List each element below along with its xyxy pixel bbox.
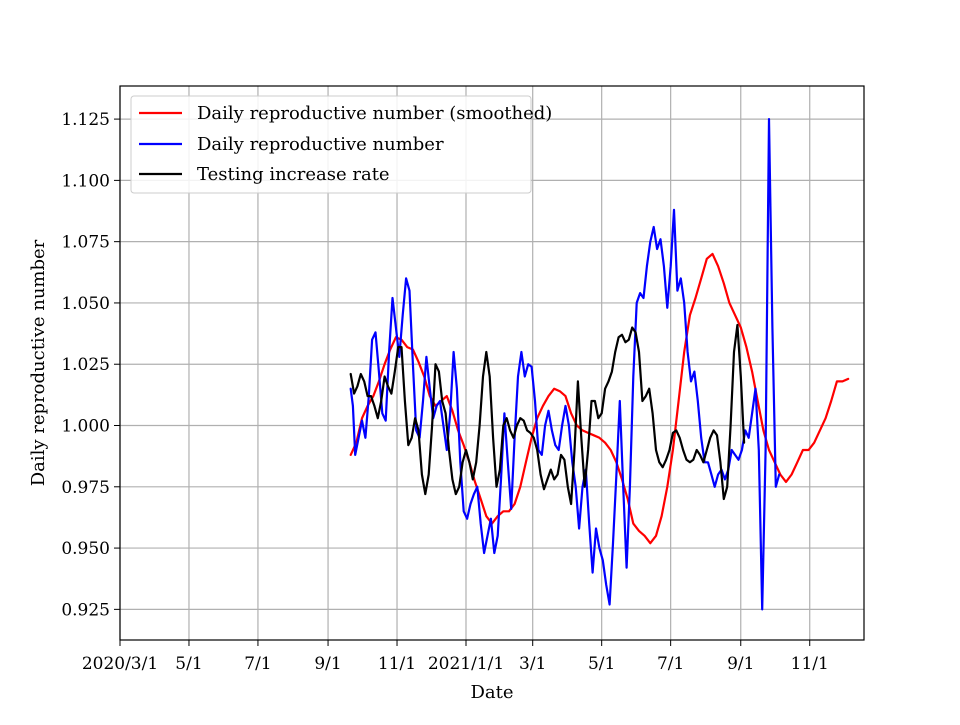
- x-tick-label: 7/1: [657, 654, 684, 674]
- y-tick-label: 1.075: [61, 233, 110, 253]
- plot-frame: [119, 85, 865, 641]
- x-tick-label: 2020/3/1: [82, 654, 158, 674]
- x-tick-label: 7/1: [244, 654, 271, 674]
- x-tick-label: 5/1: [175, 654, 202, 674]
- legend: Daily reproductive number (smoothed) Dai…: [130, 95, 552, 194]
- x-tick-label: 3/1: [519, 654, 546, 674]
- y-tick-label: 1.000: [61, 417, 110, 437]
- x-tick-label: 11/1: [791, 654, 829, 674]
- x-tick-label: 9/1: [727, 654, 754, 674]
- x-tick-label: 5/1: [588, 654, 615, 674]
- y-tick-label: 1.125: [61, 110, 110, 130]
- y-tick-label: 1.100: [61, 171, 110, 191]
- x-tick-label: 11/1: [378, 654, 416, 674]
- series-line-daily: [349, 118, 781, 611]
- x-tick-label: 9/1: [314, 654, 341, 674]
- legend-label-daily: Daily reproductive number: [197, 134, 444, 155]
- y-tick-label: 1.025: [61, 355, 110, 375]
- axis-ticks: 2020/3/1 5/1 7/1 9/1 11/1 2021/1/1 3/1 5/1 7/1 9/…: [61, 110, 828, 674]
- x-axis-label: Date: [470, 682, 513, 703]
- series-line-testing: [349, 323, 746, 506]
- x-tick-label: 2021/1/1: [428, 654, 504, 674]
- y-axis-label: Daily reproductive number: [28, 239, 49, 486]
- y-tick-label: 0.975: [61, 478, 110, 498]
- legend-label-smoothed: Daily reproductive number (smoothed): [197, 103, 552, 124]
- y-tick-label: 0.925: [61, 600, 110, 620]
- series-layer: [349, 118, 850, 611]
- y-tick-label: 1.050: [61, 294, 110, 314]
- legend-box: [130, 95, 532, 194]
- y-tick-label: 0.950: [61, 539, 110, 559]
- legend-label-testing: Testing increase rate: [197, 164, 390, 185]
